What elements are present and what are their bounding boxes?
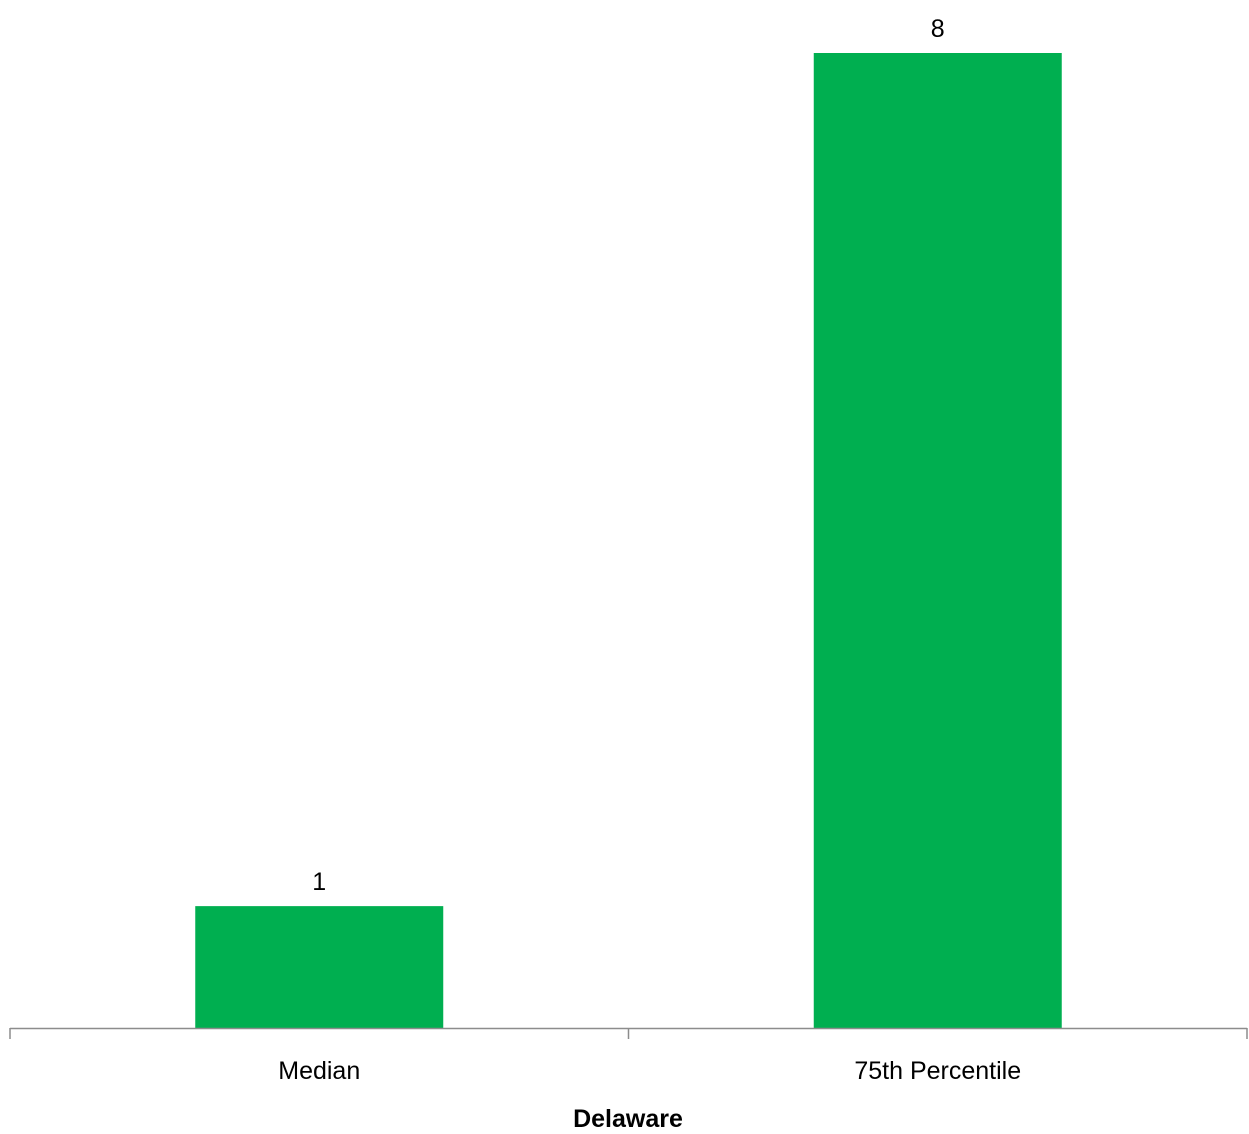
- data-label: 1: [312, 868, 326, 896]
- x-tick-label: Median: [278, 1057, 360, 1085]
- data-labels-group: 18: [312, 15, 944, 896]
- x-tick-labels-group: Median 75th Percentile: [278, 1057, 1021, 1085]
- bars-group: [195, 53, 1062, 1028]
- x-axis-title: Delaware: [573, 1105, 683, 1133]
- bar-median: [195, 906, 444, 1028]
- x-tick-label: 75th Percentile: [854, 1057, 1021, 1085]
- bar-75th-percentile: [813, 53, 1062, 1028]
- data-label: 8: [931, 15, 945, 43]
- x-axis: [9, 1027, 1248, 1039]
